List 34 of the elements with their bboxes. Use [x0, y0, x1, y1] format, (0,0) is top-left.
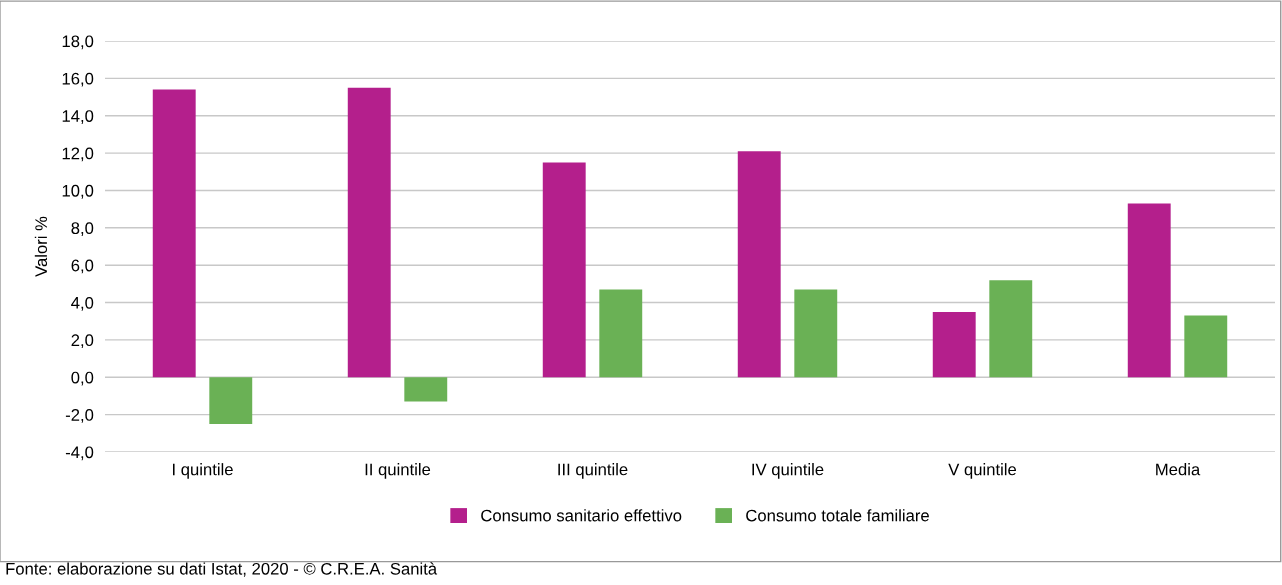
bar [542, 162, 586, 378]
bar [209, 377, 253, 424]
y-axis-title: Valori % [34, 216, 48, 277]
bar [404, 377, 448, 402]
y-tick-label: -2,0 [65, 409, 94, 423]
y-tick-label: 4,0 [71, 296, 94, 311]
y-tick-label: 8,0 [71, 222, 94, 236]
bar [1184, 315, 1228, 378]
bar [932, 311, 976, 378]
source-note: Fonte: elaborazione su dati Istat, 2020 - © C.R.E.A. Sanità [6, 562, 438, 577]
bar [989, 280, 1033, 378]
bar [794, 289, 838, 378]
y-tick-label: 2,0 [71, 334, 94, 349]
y-tick-label: 16,0 [62, 72, 94, 87]
bar [599, 289, 643, 378]
y-tick-label: 6,0 [71, 259, 94, 274]
x-tick-label: Media [1156, 463, 1201, 476]
y-tick-label: 12,0 [62, 147, 94, 162]
y-tick-label: -4,0 [65, 446, 94, 461]
x-tick-label: II quintile [365, 463, 431, 479]
y-tick-label: 14,0 [62, 110, 94, 124]
y-tick-label: 18,0 [62, 35, 94, 50]
bar [1127, 203, 1171, 378]
bar [152, 89, 196, 378]
bar [737, 151, 781, 378]
y-tick-label: 10,0 [62, 184, 94, 199]
legend-label: Consumo totale familiare [746, 509, 929, 522]
x-tick-label: I quintile [173, 463, 233, 479]
x-tick-label: III quintile [558, 463, 628, 479]
bar [347, 87, 391, 378]
legend-label: Consumo sanitario effettivo [481, 509, 682, 522]
y-tick-label: 0,0 [71, 371, 94, 386]
x-tick-label: V quintile [948, 463, 1017, 479]
x-tick-label: IV quintile [752, 463, 824, 479]
